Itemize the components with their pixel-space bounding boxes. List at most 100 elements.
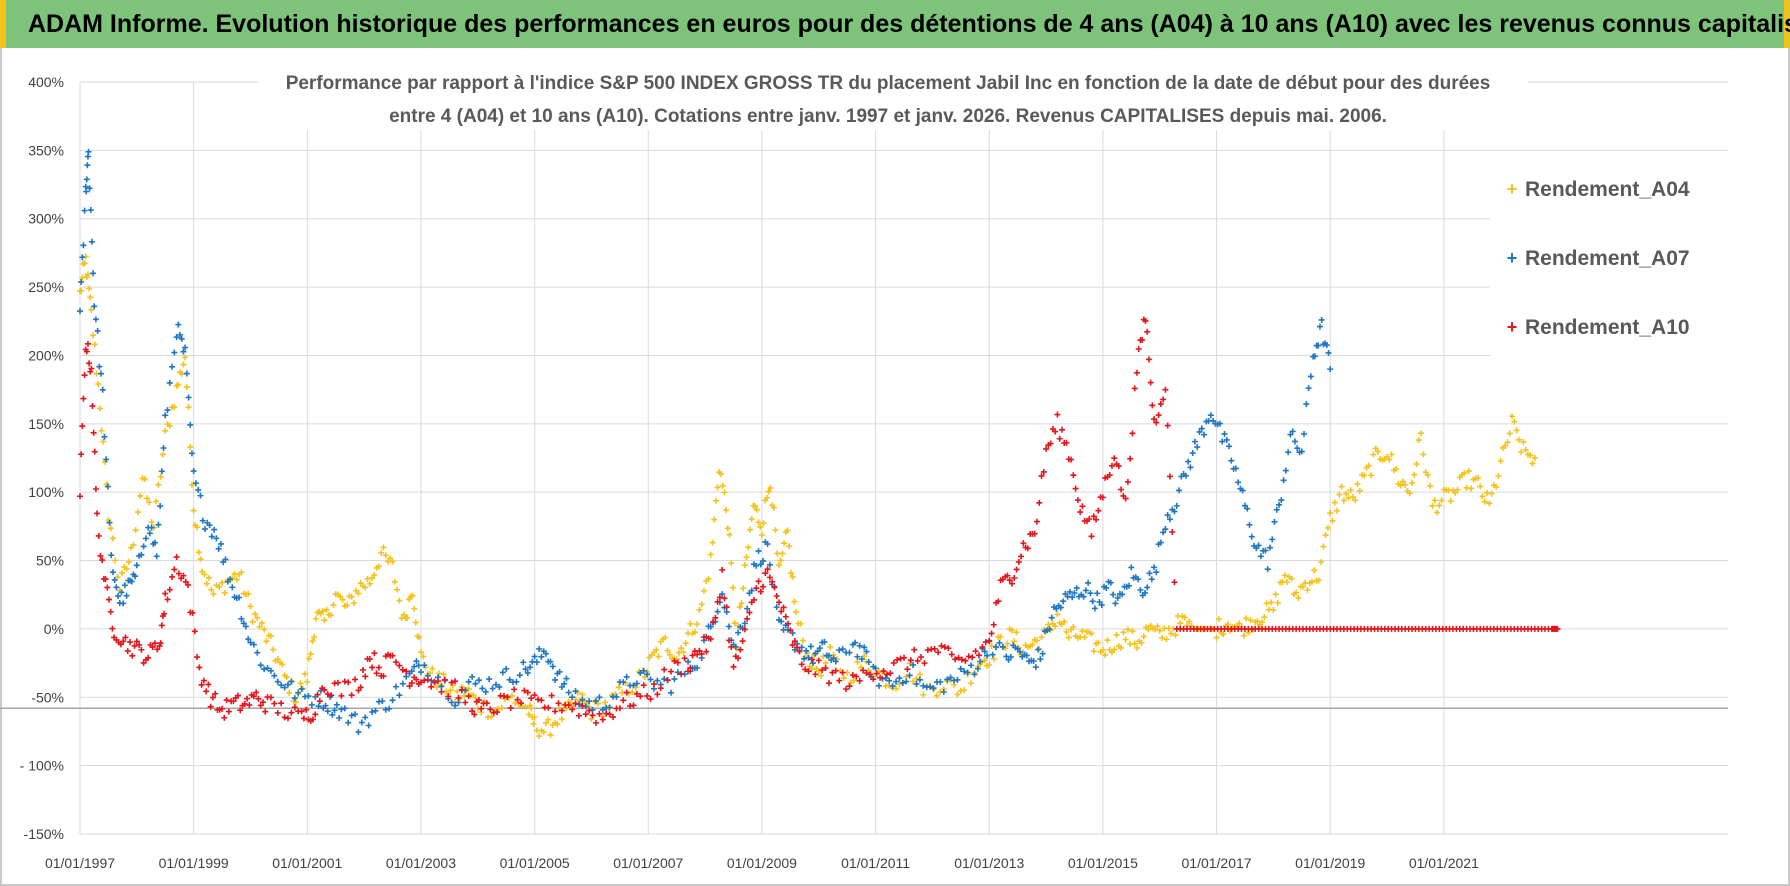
data-point <box>336 714 343 721</box>
data-point <box>146 530 153 537</box>
data-point <box>644 671 651 678</box>
data-point <box>758 531 765 538</box>
data-point <box>1142 317 1149 324</box>
data-point <box>245 590 252 597</box>
data-point <box>920 691 927 698</box>
data-point <box>1129 628 1136 635</box>
data-point <box>237 707 244 714</box>
data-point <box>389 697 396 704</box>
data-point <box>305 693 312 700</box>
data-point <box>644 692 651 699</box>
data-point <box>132 527 139 534</box>
data-point <box>1110 591 1117 598</box>
data-point <box>666 651 673 658</box>
data-point <box>746 526 753 533</box>
y-tick-label: 300% <box>28 211 64 227</box>
data-point <box>993 643 1000 650</box>
data-point <box>155 521 162 528</box>
data-point <box>417 679 424 686</box>
data-point <box>1047 440 1054 447</box>
data-point <box>1011 574 1018 581</box>
data-point <box>1276 501 1283 508</box>
data-point <box>148 519 155 526</box>
data-point <box>399 680 406 687</box>
data-point <box>741 620 748 627</box>
data-point <box>1338 483 1345 490</box>
data-point <box>901 654 907 661</box>
data-point <box>807 643 814 650</box>
data-point <box>433 684 440 691</box>
data-point <box>579 696 586 703</box>
data-point <box>1418 430 1425 437</box>
data-point <box>719 566 726 573</box>
data-point <box>1079 503 1086 510</box>
chart-subtitle-line-2: entre 4 (A04) et 10 ans (A10). Cotations… <box>389 106 1387 127</box>
data-point <box>678 645 685 652</box>
data-point <box>175 381 182 388</box>
data-point <box>685 668 692 675</box>
data-point <box>88 365 95 372</box>
data-point <box>989 651 996 658</box>
data-point <box>1219 438 1226 445</box>
data-point <box>703 648 710 655</box>
data-point <box>1145 626 1152 633</box>
data-point <box>1035 646 1042 653</box>
data-point <box>469 673 476 680</box>
data-point <box>1285 449 1292 456</box>
data-point <box>83 348 90 355</box>
data-point <box>572 688 579 695</box>
data-point <box>175 570 182 577</box>
data-point <box>1144 328 1151 335</box>
data-point <box>755 578 762 585</box>
data-point <box>1111 455 1118 462</box>
data-point <box>962 657 969 664</box>
data-point <box>1529 460 1536 467</box>
data-point <box>779 550 786 557</box>
data-point <box>944 676 951 683</box>
data-point <box>1493 483 1500 490</box>
data-point <box>1298 448 1305 455</box>
data-point <box>1454 486 1461 493</box>
data-point <box>1145 356 1152 363</box>
data-point <box>745 544 752 551</box>
data-point <box>219 579 226 586</box>
data-point <box>330 601 337 608</box>
data-point <box>778 618 785 625</box>
data-point <box>1073 585 1080 592</box>
data-point <box>687 664 694 671</box>
data-point <box>1223 436 1230 443</box>
legend-label-a04: Rendement_A04 <box>1525 178 1690 201</box>
data-point <box>769 578 776 585</box>
data-point <box>298 685 305 692</box>
data-point <box>365 722 372 729</box>
data-point <box>979 644 986 651</box>
data-point <box>582 711 589 718</box>
data-point <box>1368 472 1375 479</box>
data-point <box>1215 616 1222 623</box>
data-point <box>1352 497 1359 504</box>
data-point <box>1169 529 1176 536</box>
data-point <box>512 699 519 706</box>
x-axis-ticks: 01/01/1997 01/01/1999 01/01/2001 01/01/2003… <box>45 855 1479 871</box>
data-point <box>91 341 98 348</box>
data-point <box>1274 599 1281 606</box>
data-point <box>903 678 910 685</box>
data-point <box>849 672 856 679</box>
data-point <box>146 499 153 506</box>
data-point <box>415 662 422 669</box>
data-point <box>793 609 800 616</box>
data-point <box>990 655 997 662</box>
y-tick-label: 0% <box>44 621 64 637</box>
data-point <box>812 671 819 678</box>
data-point <box>278 700 285 707</box>
data-point <box>323 606 330 613</box>
data-point <box>592 719 599 726</box>
data-point <box>1137 586 1144 593</box>
data-point <box>234 692 241 699</box>
data-point <box>183 384 190 391</box>
data-point <box>654 677 661 684</box>
data-point <box>217 540 224 547</box>
data-point <box>780 604 787 611</box>
data-point <box>773 592 780 599</box>
data-point <box>616 705 623 712</box>
